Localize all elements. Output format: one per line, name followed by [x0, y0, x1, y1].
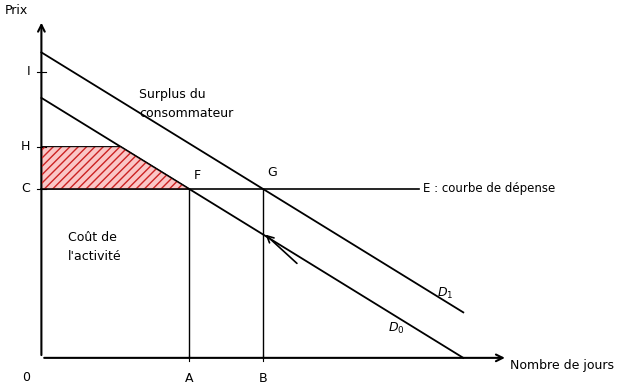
Text: $D_0$: $D_0$: [387, 321, 404, 336]
Text: B: B: [258, 373, 267, 386]
Text: Prix: Prix: [5, 4, 28, 17]
Text: H: H: [21, 140, 30, 153]
Text: I: I: [27, 65, 30, 78]
Text: A: A: [185, 373, 193, 386]
Text: $D_1$: $D_1$: [437, 286, 453, 301]
Text: Nombre de jours: Nombre de jours: [510, 359, 614, 373]
Polygon shape: [41, 147, 189, 189]
Text: G: G: [268, 166, 277, 179]
Text: E : courbe de dépense: E : courbe de dépense: [423, 182, 556, 196]
Text: 0: 0: [22, 371, 30, 384]
Text: Surplus du
consommateur: Surplus du consommateur: [139, 88, 234, 120]
Text: C: C: [22, 182, 30, 196]
Text: Coût de
l'activité: Coût de l'activité: [68, 231, 122, 264]
Text: F: F: [193, 169, 201, 182]
